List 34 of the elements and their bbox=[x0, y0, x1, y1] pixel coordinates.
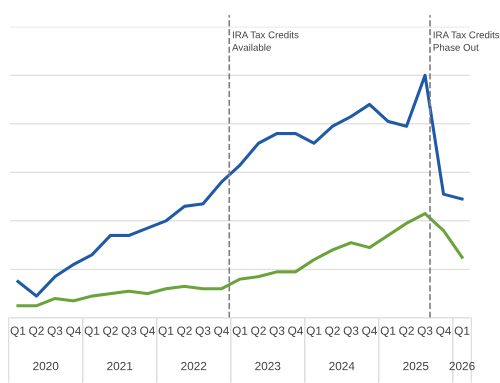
x-tick-label: Q3 bbox=[344, 326, 358, 338]
x-tick-label: Q2 bbox=[177, 326, 192, 338]
text: IRA Tax Credits Phase Out bbox=[434, 31, 500, 51]
x-tick-label: Q1 bbox=[158, 326, 174, 338]
x-tick-label: Q3 bbox=[418, 326, 432, 338]
x-tick-label: Q1 bbox=[306, 326, 322, 338]
text: 2021 bbox=[107, 362, 132, 370]
text: 2026 bbox=[450, 362, 475, 370]
text: 2024 bbox=[329, 362, 355, 370]
x-tick-label: Q4 bbox=[362, 326, 378, 338]
x-tick-label: Q2 bbox=[325, 326, 340, 338]
x-tick-label: Q4 bbox=[66, 326, 81, 338]
x-tick-label: Q4 bbox=[436, 326, 452, 338]
x-tick-label: Q2 bbox=[399, 326, 414, 338]
x-tick-label: Q1 bbox=[10, 326, 26, 338]
x-tick-label: Q2 bbox=[29, 326, 44, 338]
x-tick-label: Q2 bbox=[103, 326, 118, 338]
text: IRA Tax Credits Available bbox=[232, 31, 299, 51]
text: 2020 bbox=[33, 362, 58, 370]
x-tick-label: Q3 bbox=[48, 326, 62, 338]
x-tick-label: Q3 bbox=[122, 326, 136, 338]
x-tick-label: Q1 bbox=[454, 326, 470, 338]
x-tick-label: Q1 bbox=[84, 326, 100, 338]
x-tick-label: Q2 bbox=[251, 326, 266, 338]
text: 2022 bbox=[181, 362, 206, 370]
x-tick-label: Q3 bbox=[270, 326, 284, 338]
x-tick-label: Q1 bbox=[232, 326, 248, 338]
x-tick-label: Q4 bbox=[288, 326, 304, 338]
text: 2023 bbox=[255, 362, 280, 370]
x-tick-label: Q1 bbox=[380, 326, 396, 338]
x-tick-label: Q3 bbox=[196, 326, 210, 338]
x-tick-label: Q4 bbox=[214, 326, 230, 338]
x-tick-label: Q4 bbox=[140, 326, 156, 338]
text: 2025 bbox=[403, 362, 428, 370]
